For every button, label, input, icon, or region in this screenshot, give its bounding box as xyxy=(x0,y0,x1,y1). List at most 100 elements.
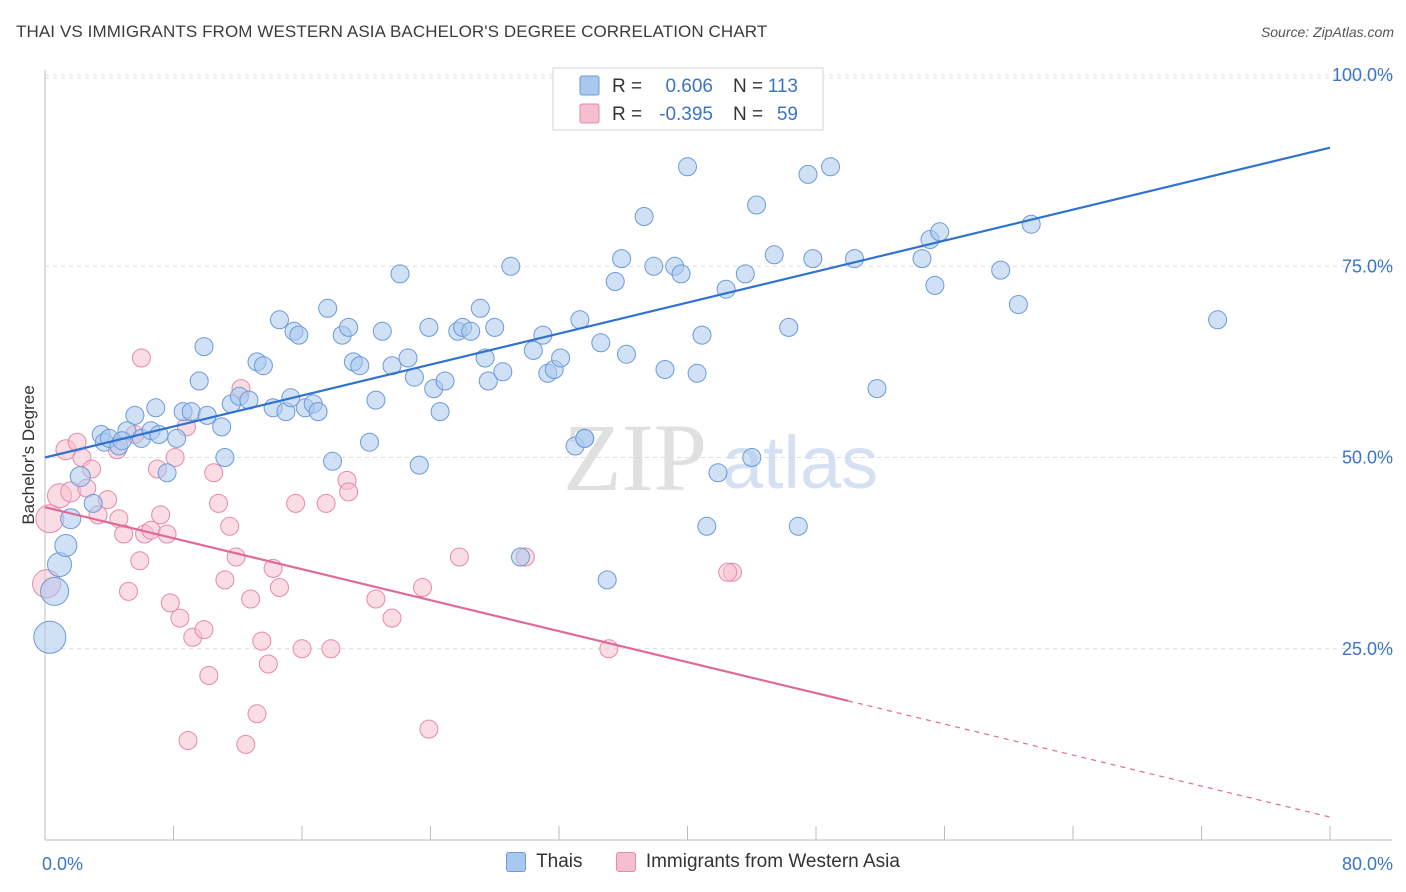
thais-point-100 xyxy=(867,379,887,399)
immigrants-trend-line-extension xyxy=(847,700,1331,818)
thais-point-40 xyxy=(323,451,342,471)
thais-point-91 xyxy=(742,448,762,467)
thais-point-74 xyxy=(591,333,611,353)
legend-swatch-immigrants xyxy=(615,852,636,872)
legend-label-immigrants: Immigrants from Western Asia xyxy=(645,851,900,872)
thais-point-70 xyxy=(551,348,571,368)
immigrants-point-44 xyxy=(286,493,306,513)
thais-point-88 xyxy=(708,463,728,483)
thais-point-60 xyxy=(470,298,490,318)
immigrants-point-52 xyxy=(413,578,432,597)
legend-r-value-2: -0.395 xyxy=(659,104,713,125)
thais-point-90 xyxy=(735,264,755,284)
thais-point-103 xyxy=(925,275,945,295)
thais-point-15 xyxy=(146,398,166,418)
thais-point-21 xyxy=(189,371,209,391)
immigrants-point-33 xyxy=(215,570,235,590)
immigrants-point-24 xyxy=(165,448,185,467)
thais-point-95 xyxy=(788,516,808,536)
series-legend: Thais Immigrants from Western Asia xyxy=(0,851,1406,878)
x-tick-labels: 0.0% 80.0% xyxy=(42,854,1393,874)
immigrants-point-21 xyxy=(151,505,171,525)
thais-point-35 xyxy=(289,325,309,345)
thais-point-87 xyxy=(697,516,717,536)
immigrants-trend-line xyxy=(44,506,849,702)
immigrants-point-51 xyxy=(382,608,402,628)
x-tick-label-0: 0.0% xyxy=(42,854,83,874)
thais-point-62 xyxy=(478,371,498,391)
thais-point-92 xyxy=(747,195,767,215)
thais-point-112 xyxy=(493,362,513,382)
thais-point-39 xyxy=(318,298,338,318)
y-tick-labels: 25.0% 50.0% 75.0% 100.0% xyxy=(1332,65,1393,659)
source-label: Source: ZipAtlas.com xyxy=(1260,24,1394,40)
legend-n-value-1: 113 xyxy=(768,76,798,97)
legend-n-value-2: 59 xyxy=(777,104,798,125)
thais-point-22 xyxy=(194,337,214,357)
y-tick-label-1: 50.0% xyxy=(1342,448,1393,468)
thais-point-76 xyxy=(605,272,625,291)
immigrants-point-16 xyxy=(130,551,150,571)
thais-point-85 xyxy=(687,363,707,383)
immigrants-point-45 xyxy=(292,639,312,659)
immigrants-point-29 xyxy=(194,620,214,640)
thais-point-45 xyxy=(360,432,379,452)
thais-point-104 xyxy=(930,222,950,242)
thais-point-79 xyxy=(634,207,654,226)
thais-point-108 xyxy=(1208,310,1228,330)
thais-point-83 xyxy=(671,264,691,284)
immigrants-point-17 xyxy=(131,348,151,368)
immigrants-point-13 xyxy=(114,524,134,544)
thais-point-5 xyxy=(69,466,91,488)
thais-point-53 xyxy=(419,317,439,337)
legend-item-immigrants[interactable]: Immigrants from Western Asia xyxy=(615,851,900,873)
legend-swatch-blue xyxy=(579,75,600,96)
thais-point-81 xyxy=(655,360,675,379)
thais-point-66 xyxy=(523,340,543,360)
thais-point-65 xyxy=(511,547,530,567)
chart-title: THAI VS IMMIGRANTS FROM WESTERN ASIA BAC… xyxy=(16,22,768,41)
immigrants-point-23 xyxy=(160,593,180,613)
immigrants-point-34 xyxy=(220,516,240,536)
thais-point-30 xyxy=(253,356,273,376)
thais-point-94 xyxy=(779,317,799,337)
immigrants-point-54 xyxy=(449,547,469,567)
thais-point-55 xyxy=(430,402,450,422)
immigrants-point-49 xyxy=(339,482,359,502)
immigrants-point-50 xyxy=(366,589,386,609)
immigrants-point-43 xyxy=(270,578,289,597)
thais-point-52 xyxy=(409,455,429,475)
thais-point-80 xyxy=(644,256,664,276)
legend-r-label-2: R = xyxy=(612,104,642,125)
thais-trend-line xyxy=(44,146,1331,459)
immigrants-point-41 xyxy=(258,654,278,674)
thais-point-56 xyxy=(435,371,455,391)
thais-point-0 xyxy=(33,620,67,654)
thais-point-64 xyxy=(501,256,521,276)
thais-point-44 xyxy=(350,356,370,376)
thais-point-12 xyxy=(125,405,145,425)
immigrants-point-40 xyxy=(252,631,272,651)
thais-point-32 xyxy=(270,310,289,330)
thais-point-23 xyxy=(197,405,217,425)
legend-item-thais[interactable]: Thais xyxy=(506,851,583,873)
thais-point-49 xyxy=(390,264,410,284)
thais-point-63 xyxy=(485,317,505,337)
immigrants-point-27 xyxy=(178,731,198,750)
immigrants-point-39 xyxy=(247,704,267,724)
immigrants-point-38 xyxy=(241,589,261,609)
trend-lines xyxy=(44,146,1331,818)
thais-point-109 xyxy=(575,428,595,448)
legend-n-label-1: N = xyxy=(733,76,763,97)
thais-point-98 xyxy=(821,157,840,177)
thais-point-78 xyxy=(617,344,636,364)
thais-point-93 xyxy=(764,245,784,265)
x-tick-label-1: 80.0% xyxy=(1342,854,1393,874)
thais-point-50 xyxy=(398,348,418,368)
thais-point-46 xyxy=(366,390,386,410)
thais-point-47 xyxy=(372,321,392,341)
axes xyxy=(44,70,1392,841)
watermark-zip: ZIP xyxy=(563,404,707,511)
thais-point-20 xyxy=(181,402,201,422)
